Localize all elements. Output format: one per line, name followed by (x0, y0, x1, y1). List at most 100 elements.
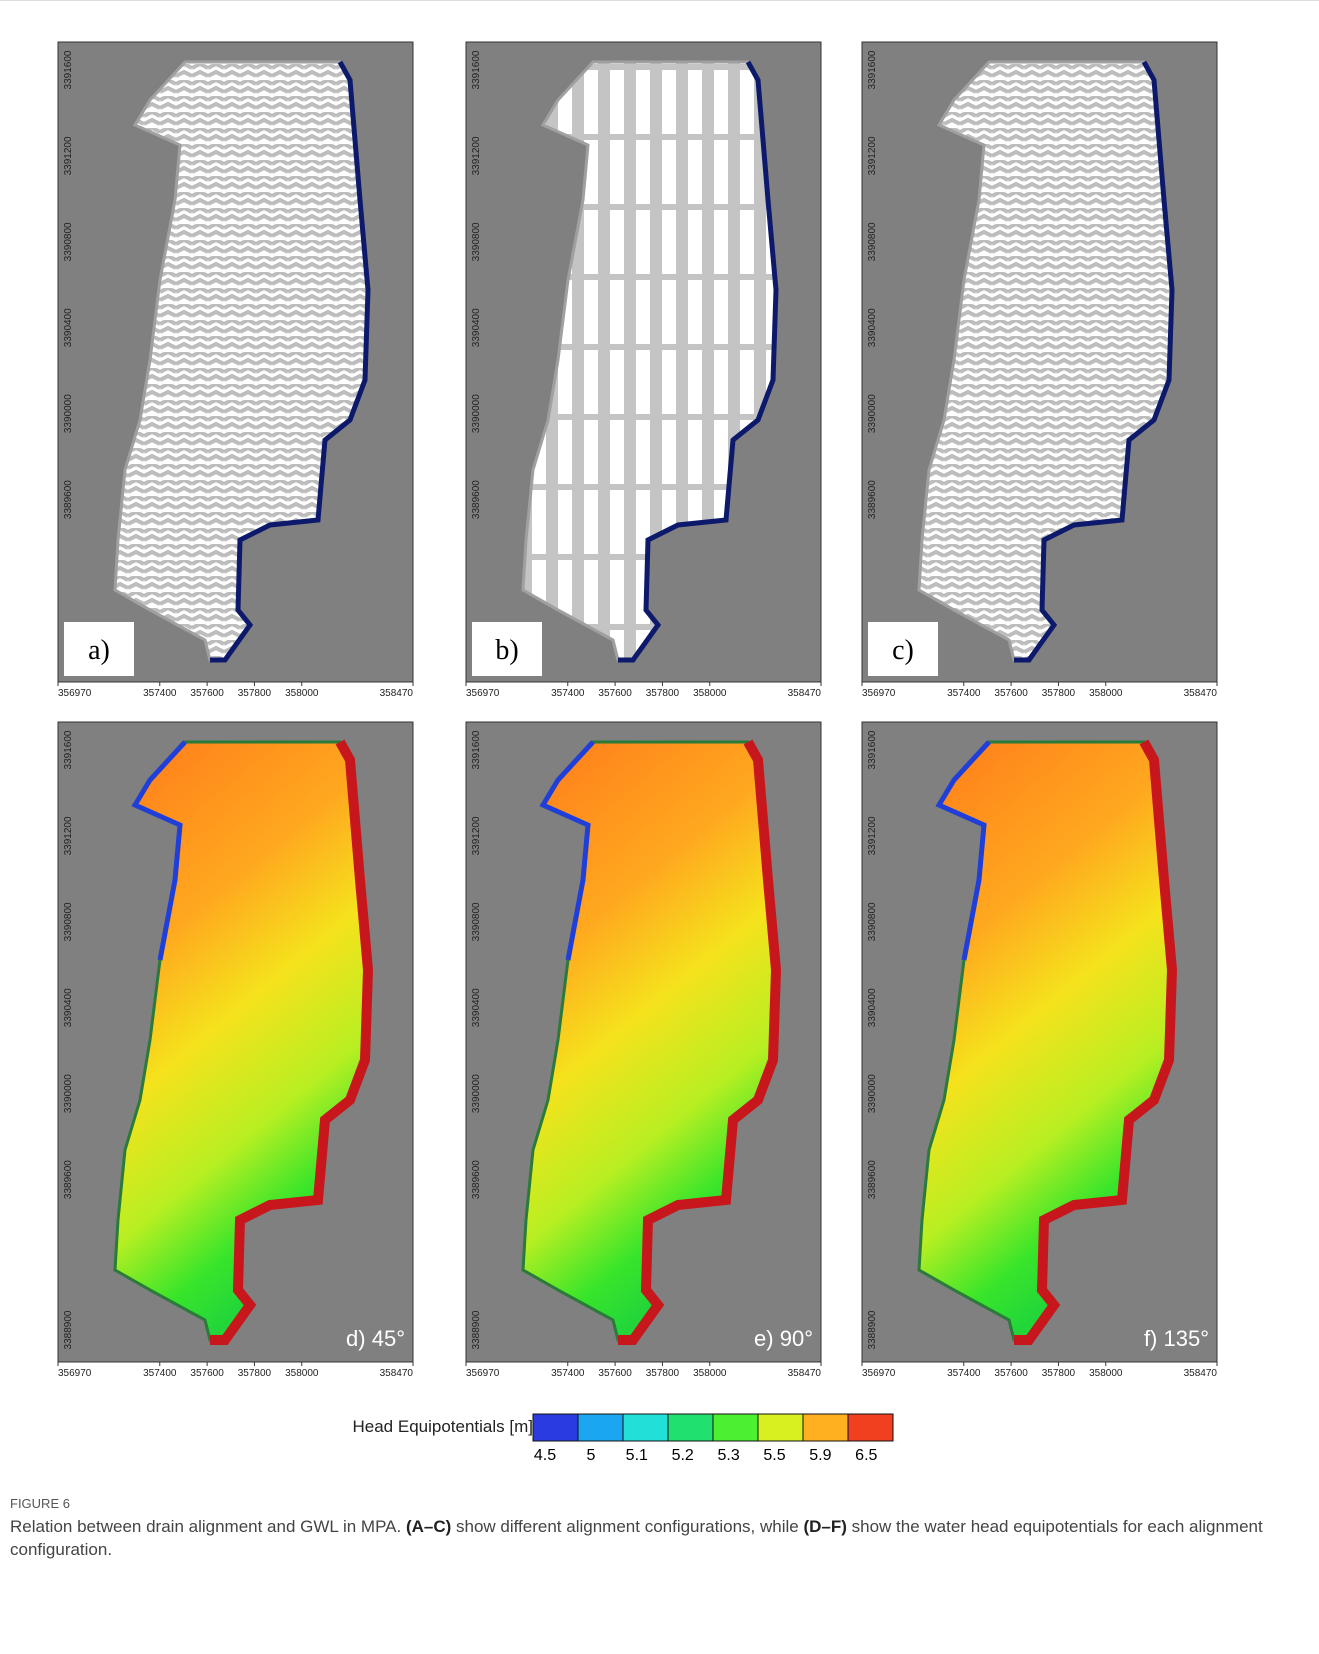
map-panel: 3569703574003576003578003580003584703388… (862, 722, 1217, 1379)
map-panel: 356970 357400 357600 357800 358000 358470 3388… (58, 722, 413, 1379)
y-tick-label: 3390400 (63, 308, 74, 347)
y-tick-label: 3390000 (63, 394, 74, 433)
y-tick-label: 3390800 (867, 222, 878, 261)
y-tick-label: 3390800 (63, 902, 74, 941)
panel-label: e) 90° (754, 1326, 813, 1351)
y-tick-label: 3388900 (471, 1310, 482, 1349)
y-tick-label: 3391600 (867, 730, 878, 769)
y-tick-label: 3389600 (471, 1160, 482, 1199)
y-tick-label: 3391600 (471, 50, 482, 89)
caption-part: (A–C) (406, 1517, 451, 1536)
colorbar-segment (848, 1414, 893, 1441)
x-tick-label: 357800 (1042, 688, 1076, 699)
colorbar-segment (533, 1414, 578, 1441)
colorbar-label: 5.1 (626, 1447, 648, 1464)
x-tick-label: 357600 (190, 688, 224, 699)
x-tick-label: 357800 (238, 1368, 272, 1379)
x-tick-label: 358470 (380, 688, 414, 699)
x-tick-label: 358000 (285, 1368, 319, 1379)
x-tick-label: 358470 (380, 1368, 414, 1379)
x-tick-label: 357400 (551, 1368, 585, 1379)
x-tick-label: 357400 (947, 688, 981, 699)
x-tick-label: 357400 (143, 1368, 177, 1379)
x-tick-label: 356970 (58, 1368, 92, 1379)
x-tick-label: 356970 (466, 1368, 500, 1379)
x-tick-label: 357800 (646, 688, 680, 699)
panel-label: b) (495, 635, 518, 666)
panel-label: d) 45° (346, 1326, 405, 1351)
y-tick-label: 3391200 (471, 136, 482, 175)
y-tick-label: 3390400 (867, 988, 878, 1027)
figure: Head Equipotentials [m] 4.555.15.25.35.5… (0, 0, 1319, 1480)
colorbar-label: 5.9 (809, 1447, 831, 1464)
x-tick-label: 358000 (1089, 688, 1123, 699)
colorbar-label: 5.2 (672, 1447, 694, 1464)
map-panel: 3569703574003576003578003580003584703388… (466, 42, 821, 699)
x-tick-label: 358470 (788, 1368, 822, 1379)
y-tick-label: 3391200 (63, 136, 74, 175)
panel-label: f) 135° (1144, 1326, 1209, 1351)
x-tick-label: 358000 (285, 688, 319, 699)
x-tick-label: 358000 (1089, 1368, 1123, 1379)
y-tick-label: 3390400 (867, 308, 878, 347)
y-tick-label: 3389600 (63, 1160, 74, 1199)
y-tick-label: 3391600 (63, 50, 74, 89)
x-tick-label: 358470 (1184, 688, 1218, 699)
x-tick-label: 358470 (1184, 1368, 1218, 1379)
y-tick-label: 3390800 (63, 222, 74, 261)
y-tick-label: 3390800 (471, 902, 482, 941)
x-tick-label: 357400 (551, 688, 585, 699)
map-panel: 3569703574003576003578003580003584703388… (862, 42, 1217, 699)
x-tick-label: 357800 (238, 688, 272, 699)
caption-label: FIGURE 6 (10, 1492, 1310, 1515)
x-tick-label: 358000 (693, 688, 727, 699)
x-tick-label: 357800 (646, 1368, 680, 1379)
y-tick-label: 3388900 (63, 1310, 74, 1349)
x-tick-label: 356970 (862, 688, 896, 699)
y-tick-label: 3389600 (867, 1160, 878, 1199)
y-tick-label: 3390400 (471, 988, 482, 1027)
panel-label: a) (88, 635, 110, 666)
colorbar-segment (803, 1414, 848, 1441)
y-tick-label: 3391600 (471, 730, 482, 769)
x-tick-label: 358000 (693, 1368, 727, 1379)
caption-part: Relation between drain alignment and GWL… (10, 1517, 406, 1536)
x-tick-label: 356970 (862, 1368, 896, 1379)
y-tick-label: 3389600 (471, 480, 482, 519)
y-tick-label: 3391200 (63, 816, 74, 855)
x-tick-label: 356970 (466, 688, 500, 699)
panel-label: c) (892, 635, 914, 666)
y-tick-label: 3390000 (867, 394, 878, 433)
colorbar-segment (668, 1414, 713, 1441)
x-tick-label: 357400 (947, 1368, 981, 1379)
colorbar-segment (578, 1414, 623, 1441)
page: Head Equipotentials [m] 4.555.15.25.35.5… (0, 0, 1319, 1654)
caption-text: Relation between drain alignment and GWL… (10, 1515, 1310, 1561)
x-tick-label: 357400 (143, 688, 177, 699)
x-tick-label: 357600 (994, 688, 1028, 699)
colorbar-segment (713, 1414, 758, 1441)
y-tick-label: 3390800 (471, 222, 482, 261)
y-tick-label: 3389600 (63, 480, 74, 519)
caption-part: (D–F) (803, 1517, 846, 1536)
y-tick-label: 3389600 (867, 480, 878, 519)
y-tick-label: 3390400 (63, 988, 74, 1027)
y-tick-label: 3391200 (867, 816, 878, 855)
colorbar-segment (758, 1414, 803, 1441)
caption-part: show different alignment configurations,… (451, 1517, 803, 1536)
y-tick-label: 3390000 (471, 394, 482, 433)
x-tick-label: 356970 (58, 688, 92, 699)
y-tick-label: 3391200 (471, 816, 482, 855)
x-tick-label: 357600 (190, 1368, 224, 1379)
x-tick-label: 357800 (1042, 1368, 1076, 1379)
x-tick-label: 357600 (994, 1368, 1028, 1379)
colorbar-label: 6.5 (855, 1447, 877, 1464)
y-tick-label: 3390000 (471, 1074, 482, 1113)
x-tick-label: 358470 (788, 688, 822, 699)
y-tick-label: 3390000 (63, 1074, 74, 1113)
y-tick-label: 3391200 (867, 136, 878, 175)
colorbar-label: 5 (586, 1447, 595, 1464)
y-tick-label: 3391600 (63, 730, 74, 769)
